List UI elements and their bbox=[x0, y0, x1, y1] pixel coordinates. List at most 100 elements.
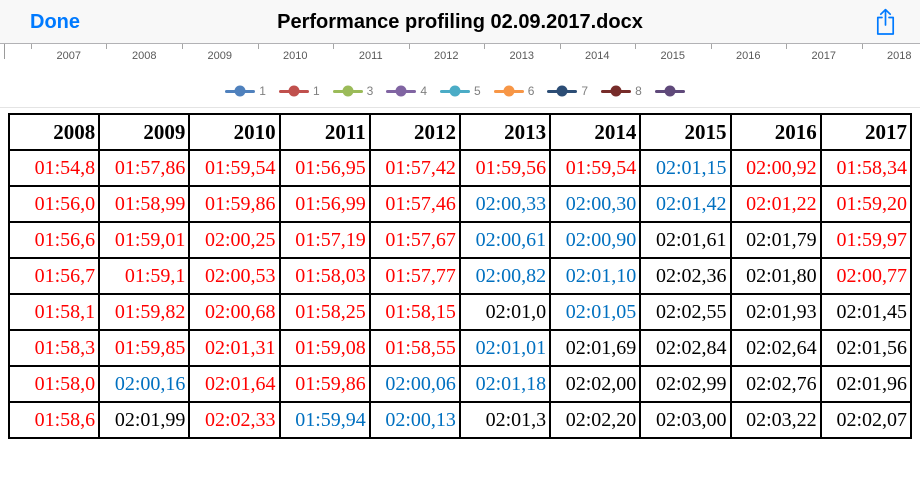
table-cell: 02:01,69 bbox=[549, 329, 642, 367]
table-cell: 02:01,99 bbox=[98, 401, 191, 439]
table-cell: 02:02,55 bbox=[639, 293, 732, 331]
table-cell: 01:58,6 bbox=[7, 401, 101, 439]
legend-item: 3 bbox=[332, 84, 373, 98]
table-cell: 02:00,25 bbox=[188, 221, 281, 259]
legend-line-marker-icon bbox=[547, 85, 578, 97]
table-cell: 01:59,08 bbox=[278, 329, 371, 367]
data-table: 2008 2009 2010 2011 2012 2013 2014 2015 2016 2017… bbox=[7, 113, 913, 439]
legend-dot-icon bbox=[556, 85, 568, 97]
legend-dot-icon bbox=[664, 85, 676, 97]
table-cell: 01:56,0 bbox=[7, 185, 101, 223]
legend-item: 1 bbox=[278, 84, 320, 98]
table-cell: 01:59,56 bbox=[458, 149, 552, 187]
table-cell: 02:02,33 bbox=[188, 401, 281, 439]
table-cell: 01:57,42 bbox=[368, 149, 461, 187]
table-header-cell: 2010 bbox=[188, 113, 281, 151]
axis-tick bbox=[332, 44, 334, 49]
axis-tick bbox=[710, 44, 712, 49]
legend-dot-icon bbox=[503, 85, 515, 97]
table-cell: 02:01,15 bbox=[639, 149, 732, 187]
table-cell: 02:02,36 bbox=[639, 257, 732, 295]
table-header-cell: 2008 bbox=[7, 113, 101, 151]
axis-tick bbox=[106, 44, 108, 49]
table-cell: 01:59,94 bbox=[278, 401, 371, 439]
table-cell: 02:01,93 bbox=[729, 293, 822, 331]
axis-year-label: 2012 bbox=[434, 50, 459, 62]
done-button[interactable]: Done bbox=[30, 0, 80, 44]
table-cell: 01:58,99 bbox=[98, 185, 191, 223]
table-cell: 02:02,76 bbox=[729, 365, 822, 403]
top-bar: Done Performance profiling 02.09.2017.do… bbox=[0, 0, 920, 44]
table-cell: 01:57,77 bbox=[368, 257, 461, 295]
table-cell: 01:57,46 bbox=[368, 185, 461, 223]
table-cell: 02:01,10 bbox=[549, 257, 642, 295]
table-cell: 01:57,86 bbox=[98, 149, 191, 187]
table-cell: 02:00,13 bbox=[368, 401, 461, 439]
table-cell: 01:59,1 bbox=[98, 257, 191, 295]
chart-bottom-divider bbox=[0, 107, 920, 108]
table-cell: 01:58,15 bbox=[368, 293, 461, 331]
axis-tick bbox=[181, 44, 183, 49]
legend-item: 6 bbox=[493, 84, 534, 98]
legend-item: 4 bbox=[386, 84, 427, 98]
legend-label: 4 bbox=[420, 84, 427, 98]
table-cell: 02:01,31 bbox=[188, 329, 281, 367]
table-cell: 01:59,01 bbox=[98, 221, 191, 259]
table-header-cell: 2009 bbox=[98, 113, 191, 151]
table-cell: 02:02,84 bbox=[639, 329, 732, 367]
table-cell: 01:56,95 bbox=[278, 149, 371, 187]
table-cell: 02:01,56 bbox=[819, 329, 913, 367]
legend-item: 1 bbox=[225, 84, 266, 98]
table-cell: 01:56,99 bbox=[278, 185, 371, 223]
table-cell: 01:58,0 bbox=[7, 365, 101, 403]
table-cell: 02:01,3 bbox=[458, 401, 552, 439]
axis-year-label: 2016 bbox=[736, 50, 761, 62]
table-cell: 01:58,55 bbox=[368, 329, 461, 367]
legend-dot-icon bbox=[234, 85, 246, 97]
legend-line-marker-icon bbox=[440, 85, 470, 97]
legend-line-marker-icon bbox=[493, 85, 524, 97]
axis-tick bbox=[634, 44, 636, 49]
table-cell: 02:02,64 bbox=[729, 329, 822, 367]
legend-line-marker-icon bbox=[601, 85, 632, 97]
table-cell: 02:00,30 bbox=[549, 185, 642, 223]
legend-line-marker-icon bbox=[386, 85, 417, 97]
table-cell: 02:00,33 bbox=[458, 185, 552, 223]
share-button[interactable] bbox=[875, 8, 896, 39]
table-cell: 02:01,80 bbox=[729, 257, 822, 295]
table-row: 01:58,6 02:01,99 02:02,33 01:59,94 02:00,13 0… bbox=[7, 401, 913, 439]
axis-year-label: 2008 bbox=[132, 50, 157, 62]
axis-tick bbox=[786, 44, 787, 49]
table-cell: 02:01,79 bbox=[729, 221, 822, 259]
legend-dot-icon bbox=[342, 85, 354, 97]
table-cell: 02:00,68 bbox=[188, 293, 281, 331]
table-cell: 02:01,05 bbox=[549, 293, 642, 331]
legend-dot-icon bbox=[395, 85, 407, 97]
table-cell: 02:00,61 bbox=[458, 221, 552, 259]
legend-item bbox=[654, 85, 695, 97]
table-row: 01:56,6 01:59,01 02:00,25 01:57,19 01:57,67 0… bbox=[7, 221, 913, 259]
legend-label: 1 bbox=[312, 84, 320, 98]
legend-item: 8 bbox=[601, 84, 642, 98]
table-cell: 01:58,1 bbox=[7, 293, 101, 331]
table-cell: 02:01,61 bbox=[639, 221, 732, 259]
table-cell: 02:02,00 bbox=[549, 365, 642, 403]
table-row: 01:58,0 02:00,16 02:01,64 01:59,86 02:00,06 0… bbox=[7, 365, 913, 403]
table-cell: 01:56,7 bbox=[7, 257, 101, 295]
table-header-cell: 2015 bbox=[639, 113, 732, 151]
table-cell: 02:02,99 bbox=[639, 365, 732, 403]
table-header-cell: 2016 bbox=[729, 113, 822, 151]
axis-year-label: 2010 bbox=[283, 50, 308, 62]
table-cell: 01:58,3 bbox=[7, 329, 101, 367]
table-row: 01:56,0 01:58,99 01:59,86 01:56,99 01:57,46 0… bbox=[7, 185, 913, 223]
table-header-cell: 2013 bbox=[458, 113, 552, 151]
table-cell: 01:57,67 bbox=[368, 221, 461, 259]
chart-legend: 1 1 3 4 5 6 7 8 bbox=[0, 82, 920, 100]
table-cell: 02:00,90 bbox=[549, 221, 642, 259]
legend-label: 5 bbox=[474, 84, 481, 98]
table-cell: 01:57,19 bbox=[278, 221, 371, 259]
table-cell: 01:59,82 bbox=[98, 293, 191, 331]
table-cell: 01:58,34 bbox=[819, 149, 913, 187]
table-cell: 02:01,96 bbox=[819, 365, 913, 403]
table-cell: 01:59,86 bbox=[188, 185, 281, 223]
